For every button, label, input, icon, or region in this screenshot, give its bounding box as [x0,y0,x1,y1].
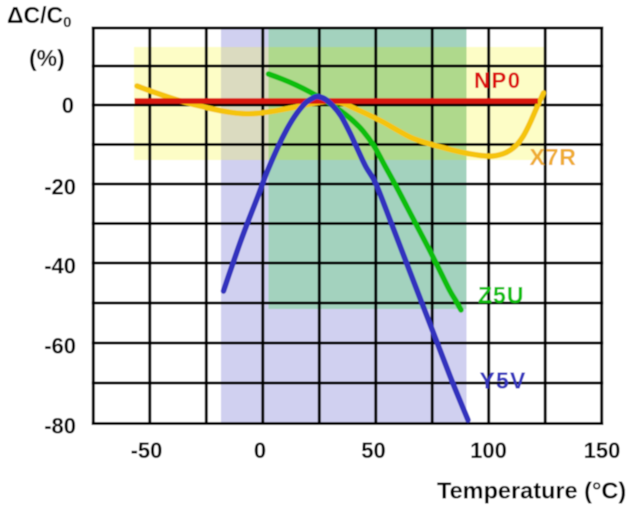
svg-text:0: 0 [254,438,266,463]
svg-text:50: 50 [361,438,385,463]
svg-text:Z5U: Z5U [478,282,524,308]
svg-text:ΔC/C0: ΔC/C0 [7,2,72,31]
svg-text:100: 100 [470,438,507,463]
svg-text:-60: -60 [44,333,76,358]
svg-text:X7R: X7R [530,144,577,170]
svg-text:Y5V: Y5V [480,368,527,394]
svg-text:Temperature (°C): Temperature (°C) [437,478,626,504]
svg-text:-40: -40 [44,253,76,278]
svg-text:NP0: NP0 [474,68,522,93]
svg-text:0: 0 [62,93,74,118]
svg-text:-50: -50 [131,438,163,463]
svg-text:-20: -20 [44,174,76,199]
svg-text:(%): (%) [29,45,65,71]
svg-text:150: 150 [584,438,621,463]
svg-text:-80: -80 [44,413,76,438]
